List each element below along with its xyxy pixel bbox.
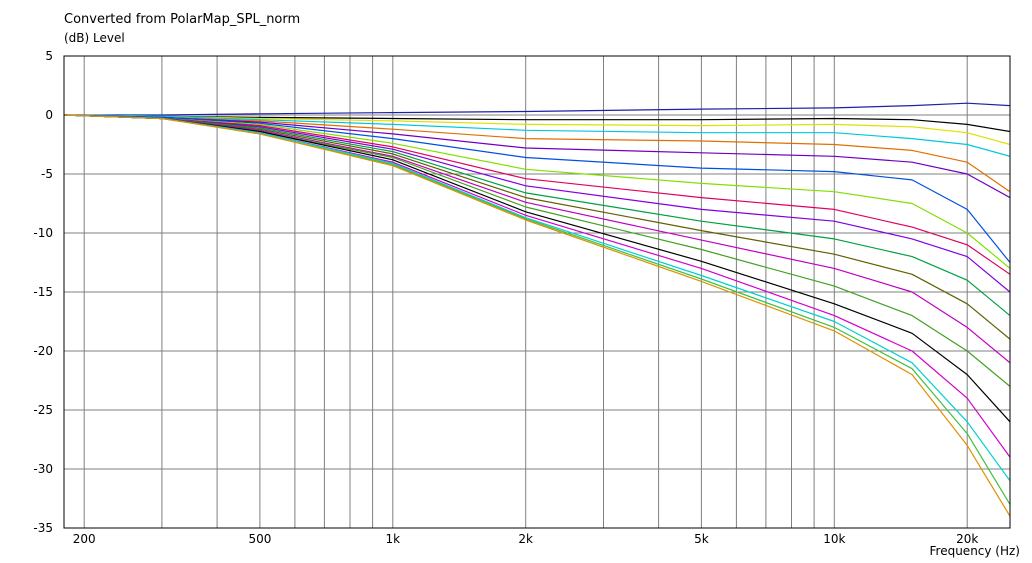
y-tick-label: -20 <box>33 344 53 358</box>
x-tick-label: 2k <box>518 532 533 546</box>
x-tick-labels: 200 500 1k 2k 5k 10k 20k <box>73 532 979 546</box>
series-group <box>64 102 1010 517</box>
y-tick-label: -15 <box>33 285 53 299</box>
y-tick-label: -30 <box>33 462 53 476</box>
x-tick-label: 5k <box>694 532 709 546</box>
y-tick-labels: 5 0 -5 -10 -15 -20 -25 -30 -35 <box>33 49 53 535</box>
x-tick-label: 20k <box>956 532 978 546</box>
y-tick-label: -5 <box>41 167 53 181</box>
y-tick-label: -10 <box>33 226 53 240</box>
y-tick-label: 0 <box>45 108 53 122</box>
x-tick-label: 1k <box>386 532 401 546</box>
y-tick-label: 5 <box>45 49 53 63</box>
x-tick-label: 500 <box>248 532 271 546</box>
y-tick-label: -25 <box>33 403 53 417</box>
grid <box>64 55 1010 529</box>
series-line-19 <box>64 114 1010 517</box>
y-axis-label: (dB) Level <box>64 31 125 45</box>
series-line-1 <box>64 102 1010 116</box>
x-axis-label: Frequency (Hz) <box>929 544 1021 558</box>
x-tick-label: 10k <box>823 532 845 546</box>
x-tick-label: 200 <box>73 532 96 546</box>
series-line-4 <box>64 114 1010 157</box>
plot-frame <box>63 55 1011 529</box>
y-tick-label: -35 <box>33 521 53 535</box>
chart-title: Converted from PolarMap_SPL_norm <box>64 12 301 27</box>
series-line-7 <box>64 114 1010 263</box>
